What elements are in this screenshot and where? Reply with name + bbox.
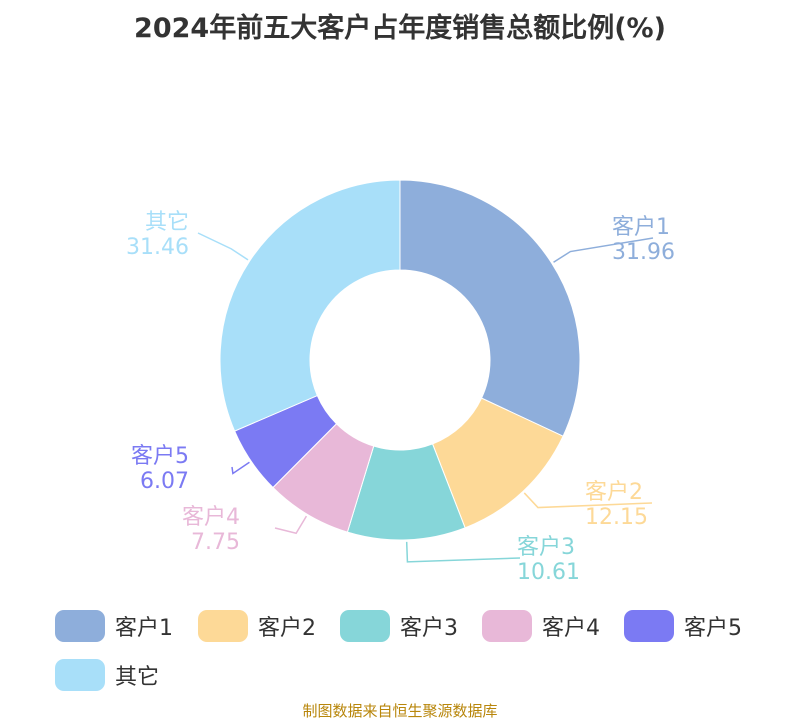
legend-label: 客户1	[115, 616, 173, 641]
slice-label-name-6: 其它	[145, 210, 189, 235]
legend-item-1[interactable]: 客户1	[55, 610, 173, 642]
legend-item-4[interactable]: 客户4	[482, 610, 600, 642]
legend-swatch	[340, 610, 390, 642]
legend-label: 客户4	[542, 616, 600, 641]
legend-swatch	[482, 610, 532, 642]
slice-label-value-4: 7.75	[191, 530, 240, 555]
slice-label-name-4: 客户4	[182, 505, 240, 530]
legend-item-2[interactable]: 客户2	[198, 610, 316, 642]
legend-label: 客户3	[400, 616, 458, 641]
leader-line-6	[197, 232, 249, 261]
slice-label-value-2: 12.15	[585, 505, 648, 530]
slice-label-value-5: 6.07	[140, 469, 189, 494]
leader-line-3	[405, 541, 521, 563]
legend-swatch	[55, 610, 105, 642]
legend-swatch	[55, 659, 105, 691]
slice-label-name-1: 客户1	[612, 215, 670, 240]
slice-label-name-2: 客户2	[585, 480, 643, 505]
legend-label: 其它	[115, 665, 160, 690]
legend-item-3[interactable]: 客户3	[340, 610, 458, 642]
donut-slice-1[interactable]	[399, 179, 581, 437]
slice-label-value-3: 10.61	[517, 560, 580, 585]
legend-label: 客户2	[258, 616, 316, 641]
legend-label: 客户5	[684, 616, 742, 641]
leader-line-1	[553, 237, 654, 263]
legend-item-5[interactable]: 客户5	[624, 610, 742, 642]
chart-title: 2024年前五大客户占年度销售总额比例(%)	[134, 13, 666, 44]
leader-line-5	[231, 461, 250, 475]
legend-item-other[interactable]: 其它	[55, 659, 159, 691]
leader-line-2	[523, 492, 653, 509]
slice-label-value-1: 31.96	[612, 240, 675, 265]
legend-swatch	[624, 610, 674, 642]
donut-slice-6[interactable]	[219, 179, 401, 432]
legend-swatch	[198, 610, 248, 642]
slice-label-name-5: 客户5	[131, 444, 189, 469]
slice-label-value-6: 31.46	[126, 235, 189, 260]
leader-line-4	[274, 515, 308, 535]
slice-label-name-3: 客户3	[517, 535, 575, 560]
source-note: 制图数据来自恒生聚源数据库	[302, 702, 498, 720]
